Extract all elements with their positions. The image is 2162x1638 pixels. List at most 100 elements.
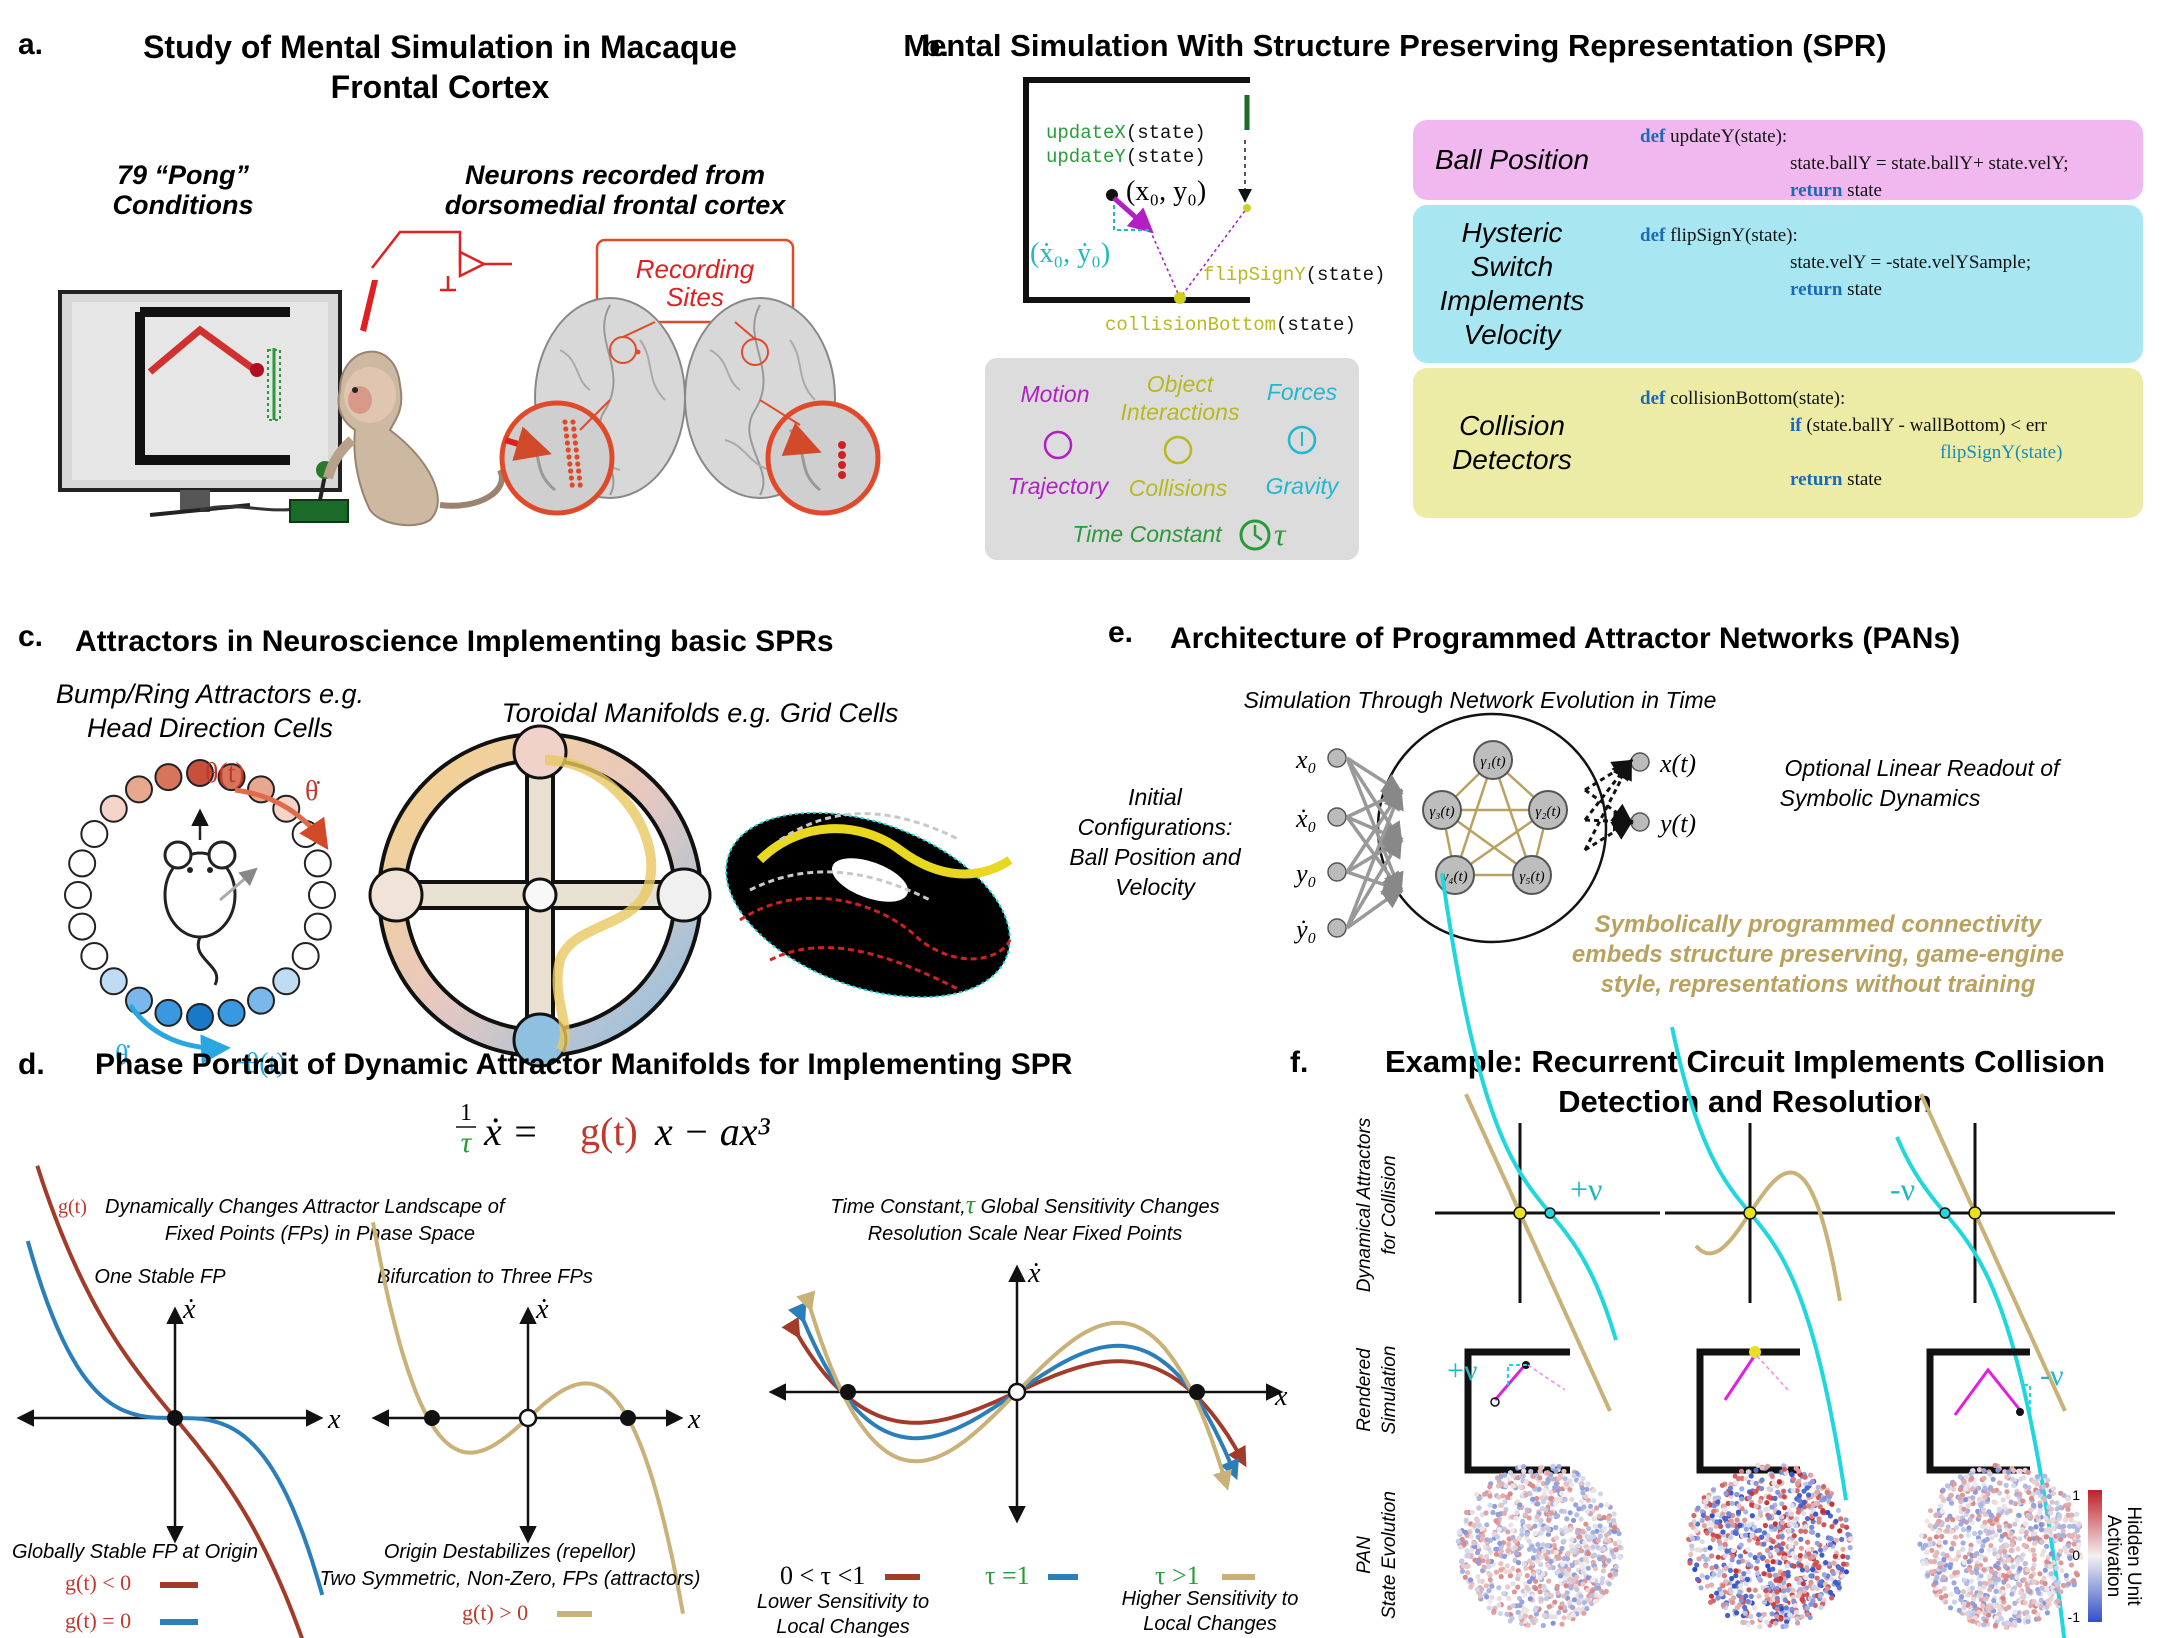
row2-label-2: Simulation bbox=[1379, 1346, 1400, 1435]
recording-dot bbox=[563, 426, 569, 432]
phase-plot-2: ẋ x bbox=[371, 1222, 701, 1614]
symbolic-line-2: embeds structure preserving, game-engine bbox=[1572, 941, 2064, 968]
higher-line-2: Local Changes bbox=[1143, 1613, 1276, 1635]
panel-d-title: Phase Portrait of Dynamic Attractor Mani… bbox=[95, 1048, 1073, 1081]
legend-object-1: Object bbox=[1147, 371, 1215, 397]
pan-node-label: γ₃(t) bbox=[1429, 804, 1454, 820]
collisionbottom-label: collisionBottom(state) bbox=[1105, 314, 1356, 336]
plot2-xdot: ẋ bbox=[535, 1294, 549, 1325]
panel-c-letter: c. bbox=[18, 620, 43, 653]
bump-line-1: Bump/Ring Attractors e.g. bbox=[56, 679, 364, 709]
code-blocks: Ball Position def updateY(state):state.ba… bbox=[1413, 120, 2143, 518]
panel-b: b. Mental Simulation With Structure Pres… bbox=[903, 28, 2143, 560]
collision-attractor-plots bbox=[1435, 873, 2115, 1638]
pan-node bbox=[1512, 855, 1552, 895]
panel-a-letter: a. bbox=[18, 28, 43, 61]
panel-f-title-2: Detection and Resolution bbox=[1558, 1084, 1932, 1119]
row2-label-1: Rendered bbox=[1354, 1347, 1375, 1432]
legend-tau: τ bbox=[1274, 516, 1287, 552]
collision-point bbox=[1174, 292, 1186, 304]
ring-bead bbox=[217, 998, 246, 1027]
output-label: y(t) bbox=[1657, 809, 1696, 838]
ring-bead bbox=[217, 763, 246, 792]
code-line: return state bbox=[1790, 279, 1882, 300]
recording-line-2: Sites bbox=[666, 282, 724, 312]
theta-arrow-bottom bbox=[127, 1003, 231, 1065]
ring-bead bbox=[125, 986, 153, 1015]
colorbar bbox=[2088, 1490, 2102, 1622]
lower-line-2: Local Changes bbox=[776, 1616, 909, 1638]
plot3-x: x bbox=[1274, 1381, 1288, 1412]
input-label: ẏ₀ bbox=[1293, 915, 1317, 944]
recording-dots bbox=[562, 349, 846, 488]
recording-dot bbox=[562, 419, 568, 425]
scatter-disc bbox=[1455, 1463, 1624, 1629]
panel-b-letter: b. bbox=[922, 30, 949, 63]
recording-dot bbox=[570, 419, 576, 425]
electrode-icon bbox=[360, 230, 512, 332]
recording-dot bbox=[577, 482, 583, 488]
panel-a: a. Study of Mental Simulation in Macaque… bbox=[18, 28, 881, 527]
recording-dot bbox=[571, 426, 577, 432]
attractor-plot bbox=[1665, 1026, 1890, 1501]
panel-a-title-2: Frontal Cortex bbox=[331, 69, 550, 105]
pan-node bbox=[1473, 740, 1513, 780]
cb-min: -1 bbox=[2068, 1609, 2081, 1625]
input-label: ẋ₀ bbox=[1295, 804, 1317, 833]
recording-dot bbox=[573, 447, 579, 453]
recording-dot bbox=[576, 468, 582, 474]
legend-trajectory: Trajectory bbox=[1008, 473, 1110, 499]
neurons-line-1: Neurons recorded from bbox=[465, 160, 765, 190]
pan-node-label: γ₁(t) bbox=[1480, 754, 1505, 770]
lower-line-1: Lower Sensitivity to bbox=[757, 1591, 929, 1613]
origin-line-2: Two Symmetric, Non-Zero, FPs (attractors… bbox=[320, 1568, 701, 1590]
bifurcation-label: Bifurcation to Three FPs bbox=[377, 1266, 593, 1288]
plot2-x: x bbox=[687, 1404, 701, 1435]
panel-b-title: Mental Simulation With Structure Preserv… bbox=[903, 28, 1886, 63]
recording-dot bbox=[568, 475, 575, 481]
monitor-icon bbox=[58, 290, 342, 517]
toroid-label: Toroidal Manifolds e.g. Grid Cells bbox=[502, 698, 899, 728]
output-node bbox=[1630, 752, 1650, 772]
panel-c-title: Attractors in Neuroscience Implementing … bbox=[75, 625, 834, 658]
legend-forces: Forces bbox=[1267, 379, 1338, 405]
scatter-disc bbox=[1686, 1462, 1854, 1630]
ring-bead bbox=[68, 849, 97, 878]
panel-f-title-1: Example: Recurrent Circuit Implements Co… bbox=[1385, 1044, 2105, 1079]
code-line: def flipSignY(state): bbox=[1640, 225, 1798, 246]
origin-line-1: Origin Destabilizes (repellor) bbox=[384, 1541, 636, 1563]
simulation-label: Simulation Through Network Evolution in … bbox=[1244, 687, 1717, 713]
code-line: return state bbox=[1790, 469, 1882, 490]
joystick-icon bbox=[289, 461, 349, 523]
theta-t-label: θ(t) bbox=[205, 758, 245, 789]
input-node bbox=[1327, 807, 1347, 827]
spr-legend-box bbox=[985, 358, 1359, 560]
panel-a-title-1: Study of Mental Simulation in Macaque bbox=[143, 29, 737, 65]
output-label: x(t) bbox=[1659, 749, 1696, 778]
ring-bead bbox=[247, 986, 275, 1015]
ball-velocity-label: (ẋ₀, ẏ₀) bbox=[1030, 238, 1110, 269]
ring-bead bbox=[154, 998, 183, 1027]
neg-theta-label: −θ(t) bbox=[230, 1048, 286, 1079]
ring-bead bbox=[186, 759, 214, 787]
recording-dot bbox=[564, 440, 571, 446]
recording-dot bbox=[572, 440, 579, 446]
code-block-label: Switch bbox=[1471, 251, 1553, 282]
pan-network: x₀ ẋ₀ y₀ ẏ₀ γ₁(t) γ₃(t) γ₂(t) γ₄(t) γ₅(t) x(t) y(t… bbox=[1293, 712, 1696, 944]
panel-c: c. Attractors in Neuroscience Implementi… bbox=[18, 620, 1013, 1079]
panel-e-title: Architecture of Programmed Attractor Net… bbox=[1170, 622, 1960, 655]
ring-bead bbox=[80, 820, 109, 848]
code-block-label: Velocity bbox=[1463, 319, 1562, 350]
g-desc-line-2: Fixed Points (FPs) in Phase Space bbox=[165, 1223, 475, 1245]
symbolic-line-3: style, representations without training bbox=[1601, 971, 2036, 998]
f-minus-v-sim: -ν bbox=[2040, 1359, 2064, 1392]
code-line: flipSignY(state) bbox=[1940, 442, 2062, 463]
conditions-line-1: 79 “Pong” bbox=[117, 160, 250, 190]
eq-tau: τ bbox=[461, 1126, 473, 1159]
phase-plot-1: ẋ x bbox=[16, 1165, 341, 1638]
output-node bbox=[1630, 812, 1650, 832]
recording-dot bbox=[838, 471, 846, 479]
conditions-line-2: Conditions bbox=[113, 190, 254, 220]
tau-desc-line-1: Time Constant,τ Global Sensitivity Chang… bbox=[830, 1190, 1219, 1219]
